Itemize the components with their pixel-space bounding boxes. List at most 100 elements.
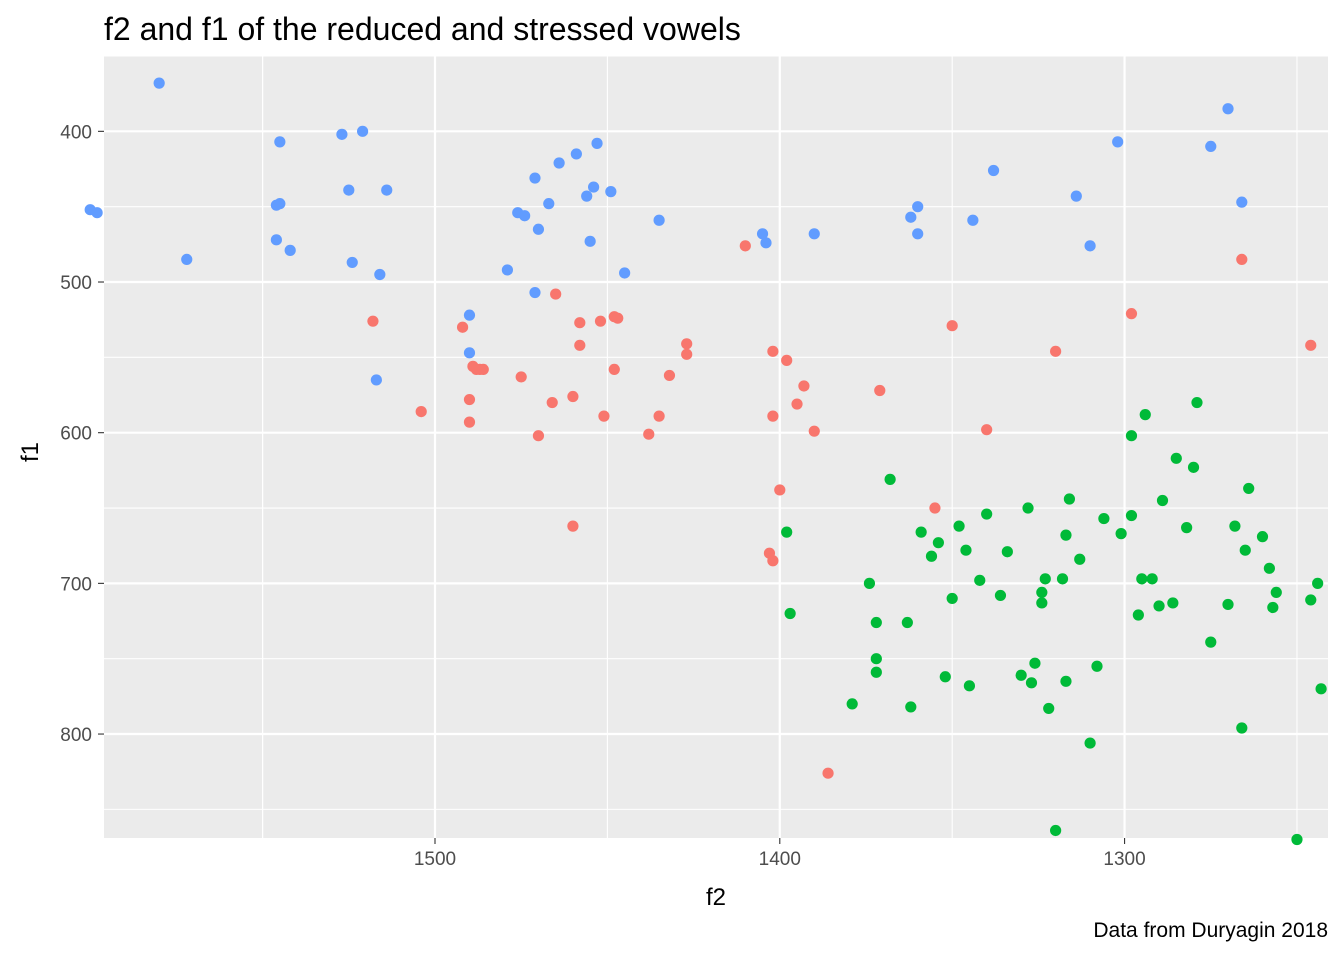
data-point (1312, 577, 1324, 589)
data-point (1205, 140, 1217, 153)
data-point (1125, 308, 1138, 320)
data-point (1191, 396, 1203, 409)
data-point (1187, 461, 1200, 473)
data-point (456, 321, 469, 333)
data-point (981, 508, 993, 520)
data-point (1236, 722, 1248, 734)
data-point (1084, 240, 1096, 252)
data-point (1056, 573, 1069, 585)
data-point (781, 526, 793, 538)
data-point (1125, 430, 1138, 442)
data-point (681, 348, 693, 360)
data-point (846, 698, 858, 710)
data-point (1043, 702, 1055, 715)
data-point (681, 338, 693, 350)
data-point (284, 244, 296, 256)
x-axis-title: f2 (706, 884, 726, 911)
data-point (1229, 520, 1241, 532)
data-point (1256, 531, 1269, 543)
data-point (756, 228, 769, 240)
data-point (1050, 345, 1062, 357)
data-point (1181, 522, 1193, 534)
data-point (370, 374, 382, 386)
data-point (1239, 544, 1251, 556)
data-point (643, 428, 655, 440)
data-point (863, 577, 876, 589)
grid-major (104, 56, 1328, 838)
data-point (912, 201, 924, 213)
data-point (543, 198, 555, 210)
data-point (1029, 657, 1041, 669)
data-point (1153, 600, 1165, 612)
data-point (1270, 586, 1282, 599)
data-point (739, 240, 751, 252)
data-point (760, 237, 772, 249)
data-point (1025, 677, 1038, 689)
data-point (974, 574, 986, 586)
data-point (415, 405, 427, 418)
data-point (574, 339, 586, 351)
data-point (653, 214, 665, 226)
data-point (1060, 675, 1072, 687)
data-point (1263, 562, 1275, 574)
data-point (925, 550, 938, 562)
data-point (905, 701, 917, 713)
x-tick-label: 1300 (1103, 849, 1145, 870)
chart-title: f2 and f1 of the reduced and stressed vo… (104, 11, 741, 47)
data-point (532, 223, 545, 235)
data-point (1112, 136, 1124, 148)
data-point (1125, 509, 1138, 522)
data-point (550, 288, 562, 300)
data-point (581, 190, 593, 202)
data-point (929, 502, 941, 514)
data-point (946, 592, 958, 605)
data-point (1243, 482, 1255, 495)
data-point (570, 148, 582, 160)
data-point (901, 616, 913, 629)
data-point (981, 424, 993, 436)
data-point (529, 172, 541, 184)
data-point (1060, 529, 1072, 541)
y-tick-label: 400 (60, 122, 92, 143)
data-point (591, 137, 603, 149)
data-point (798, 380, 810, 392)
data-point (477, 363, 489, 376)
data-point (1146, 573, 1158, 585)
data-point (1305, 594, 1317, 606)
data-point (274, 136, 286, 148)
data-point (808, 228, 820, 240)
data-point (546, 396, 558, 409)
data-point (912, 228, 924, 240)
data-points (84, 77, 1327, 846)
data-point (1001, 546, 1013, 558)
data-point (1315, 683, 1327, 695)
data-point (608, 363, 620, 376)
data-point (870, 653, 882, 665)
data-point (994, 589, 1007, 602)
data-point (781, 354, 793, 366)
data-point (532, 430, 545, 442)
data-point (1222, 103, 1234, 115)
data-point (822, 767, 834, 779)
data-point (463, 416, 476, 428)
data-point (1091, 660, 1103, 672)
data-point (1039, 573, 1051, 585)
data-point (1267, 601, 1279, 614)
data-point (270, 234, 282, 246)
data-point (605, 186, 617, 198)
data-point (1132, 609, 1144, 621)
data-point (1205, 636, 1217, 648)
data-point (1236, 253, 1248, 266)
data-point (932, 537, 944, 549)
data-point (1305, 339, 1317, 351)
data-point (1170, 452, 1182, 464)
data-point (501, 264, 514, 276)
data-point (915, 526, 927, 538)
data-point (463, 393, 476, 406)
data-point (953, 520, 965, 532)
data-point (870, 666, 882, 678)
y-tick-label: 600 (60, 424, 92, 445)
data-point (336, 128, 348, 140)
data-point (874, 384, 886, 397)
data-point (774, 484, 786, 496)
